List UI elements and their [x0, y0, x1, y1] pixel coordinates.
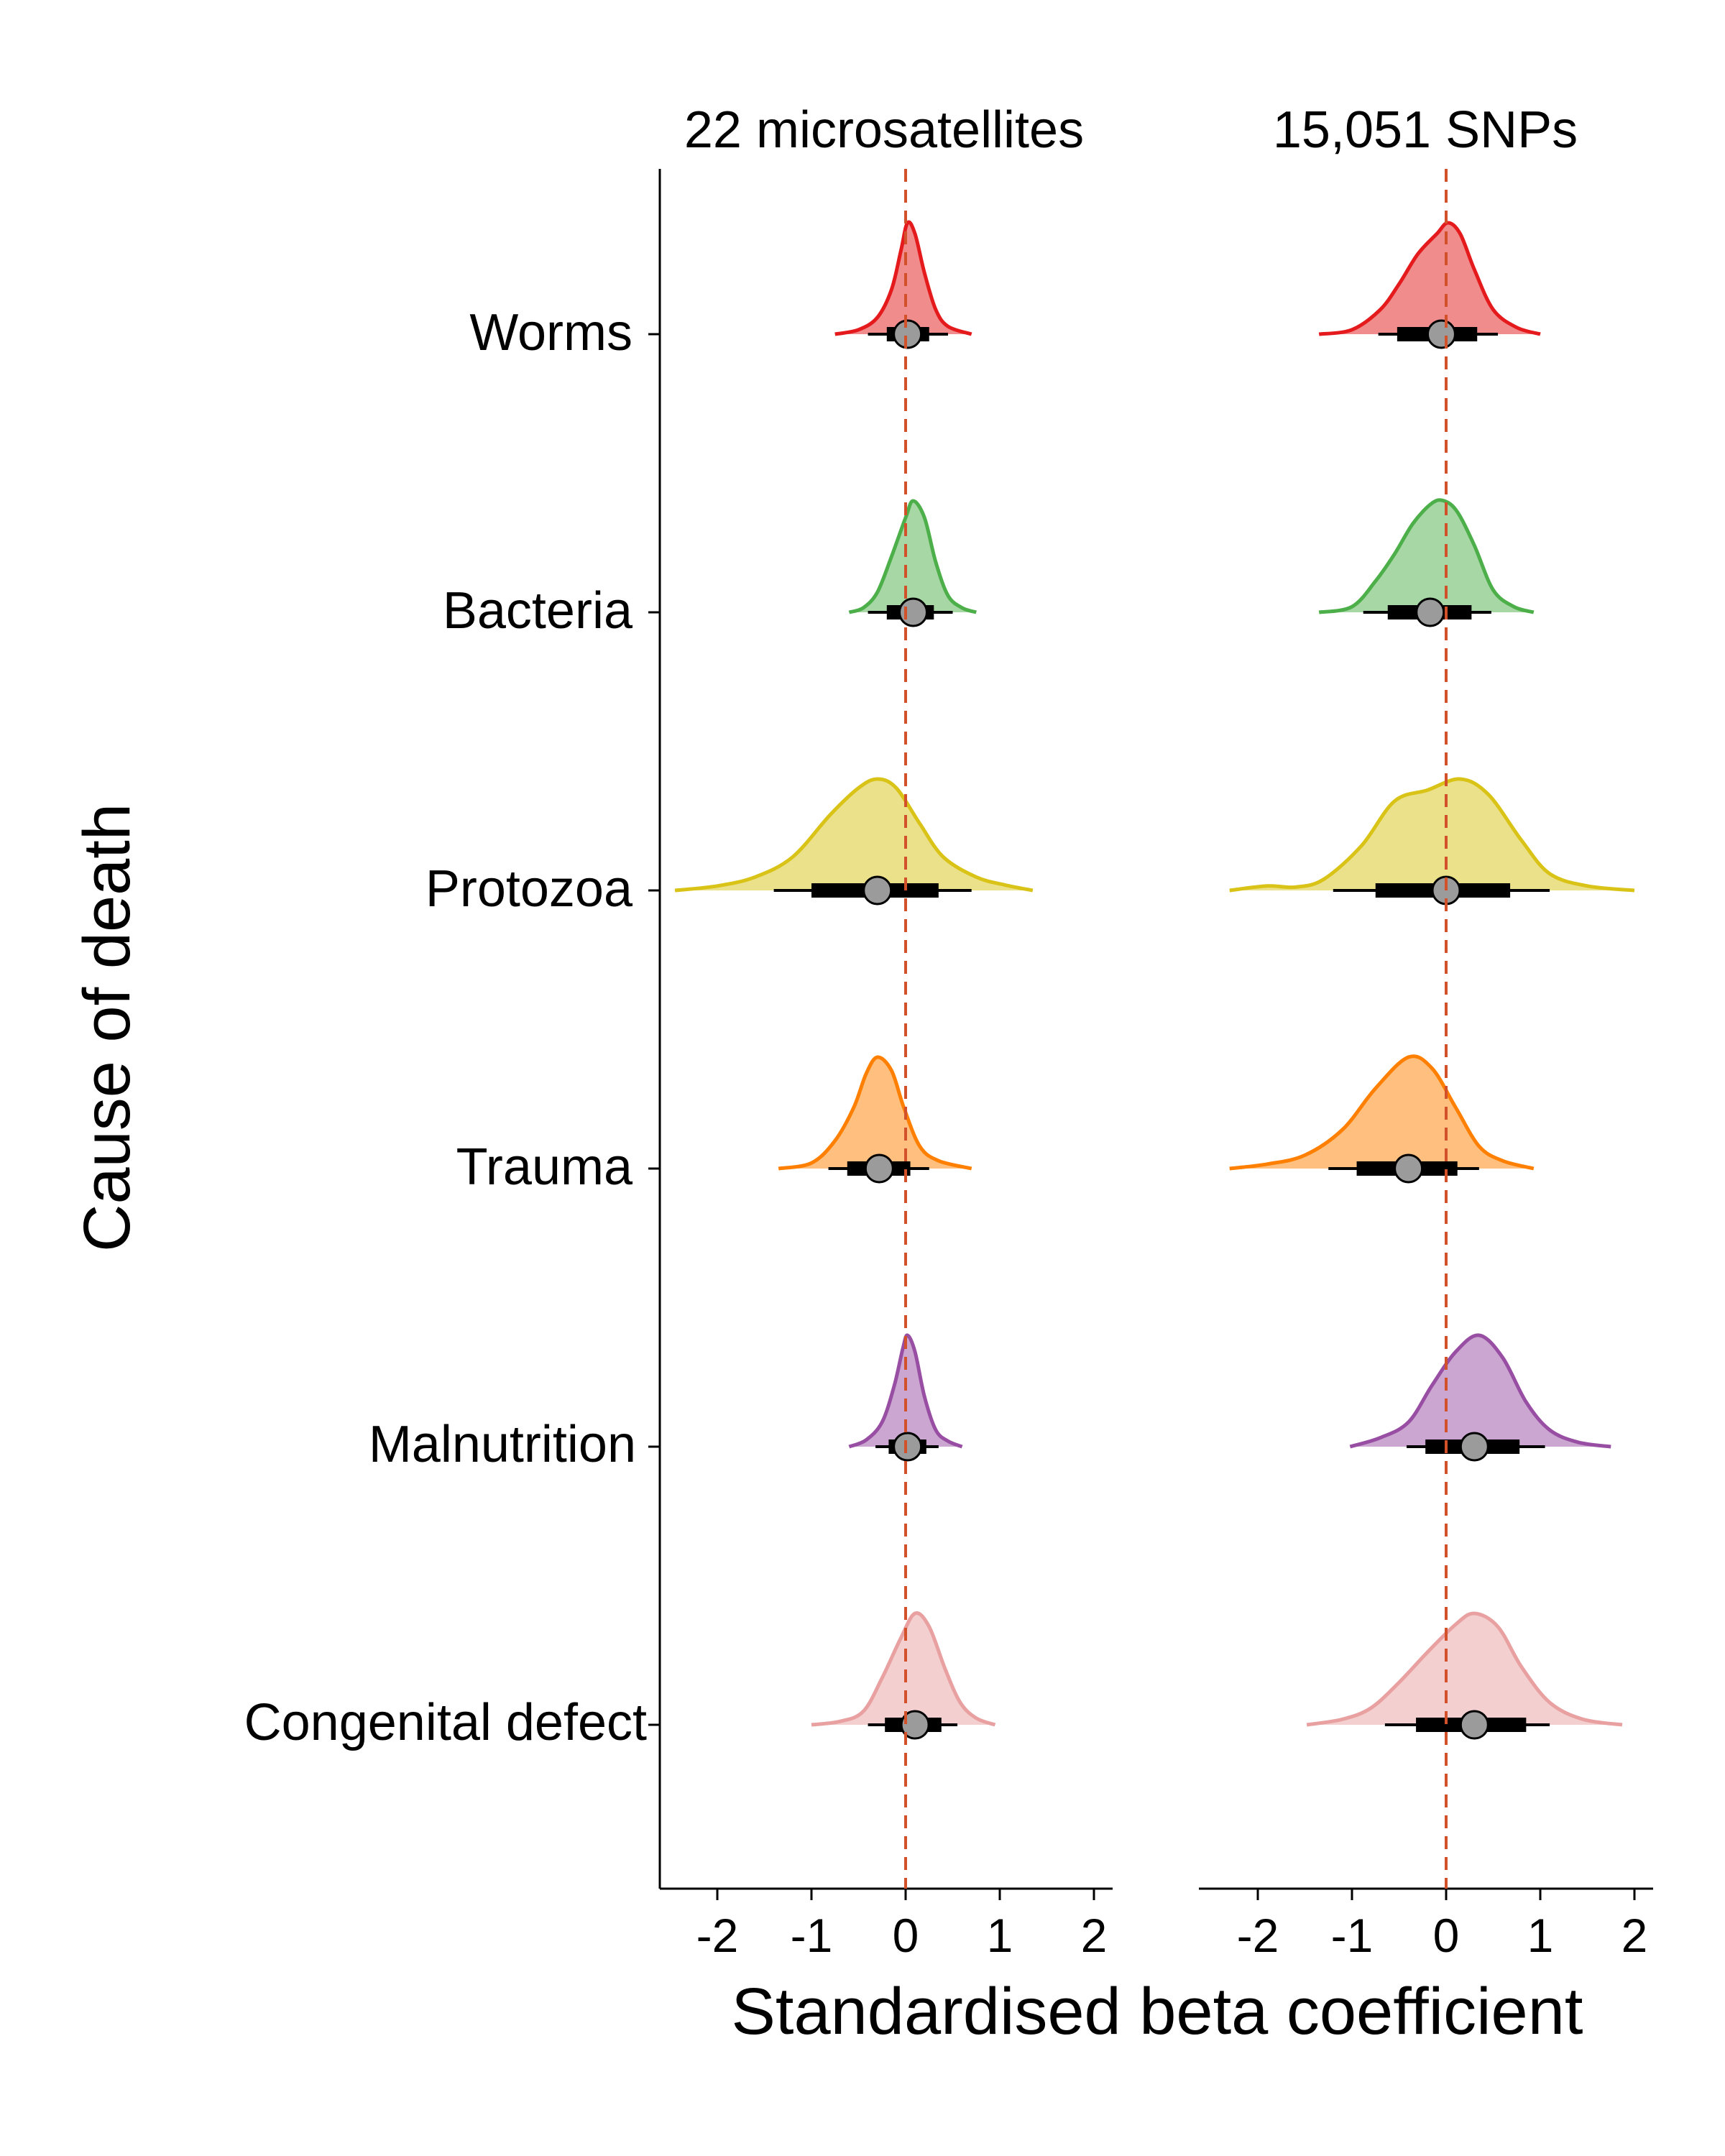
violin-outline: [674, 777, 1034, 893]
panel-microsatellites: 22 microsatellites -2 -1 0 1 2: [648, 101, 1113, 1962]
violin-outline: [848, 1333, 963, 1449]
violin-fill: [1307, 1613, 1622, 1725]
violin-malnutrition: [848, 1333, 963, 1462]
median-point: [898, 597, 928, 627]
violin-outline: [848, 499, 977, 614]
median-point: [893, 319, 923, 349]
category-labels: Worms Bacteria Protozoa Trauma Malnutrit…: [244, 304, 647, 1751]
violin-trauma: [778, 1055, 972, 1184]
median-point: [864, 1153, 894, 1184]
violin-fill: [1229, 778, 1634, 890]
category-label-worms: Worms: [469, 304, 632, 361]
x-tick-label: 0: [893, 1909, 919, 1962]
x-tick-label: -2: [696, 1909, 739, 1962]
violin-fill: [834, 221, 972, 334]
category-label-trauma: Trauma: [456, 1138, 633, 1196]
x-axis-title: Standardised beta coefficient: [732, 1975, 1583, 2048]
x-tick-label: 1: [987, 1909, 1013, 1962]
y-axis-title: Cause of death: [70, 803, 144, 1252]
x-tick-label: 2: [1081, 1909, 1108, 1962]
panel-snps: 15,051 SNPs -2 -1 0 1 2: [1199, 101, 1653, 1962]
violin-outline: [1318, 498, 1535, 614]
violin-fill: [675, 779, 1033, 890]
violin-fill: [1350, 1335, 1611, 1447]
median-point: [1415, 597, 1445, 627]
panel-title: 22 microsatellites: [684, 101, 1084, 159]
violin-fill: [778, 1056, 972, 1169]
median-point: [1459, 1710, 1489, 1740]
violin-outline: [1229, 777, 1635, 893]
violin-outline: [1229, 1054, 1535, 1171]
violin-outline: [811, 1611, 996, 1727]
median-point: [1459, 1432, 1489, 1462]
category-label-congenital-defect: Congenital defect: [244, 1694, 647, 1751]
violin-fill: [849, 501, 977, 612]
violin-outline: [834, 220, 972, 336]
violin-worms: [1318, 221, 1541, 349]
x-tick-label: -2: [1237, 1909, 1279, 1962]
panel-title: 15,051 SNPs: [1273, 101, 1578, 159]
violin-congenital-defect: [811, 1611, 996, 1740]
violin-protozoa: [674, 777, 1034, 906]
violin-fill: [1229, 1056, 1534, 1169]
category-label-protozoa: Protozoa: [426, 860, 633, 918]
violin-outline: [778, 1055, 972, 1171]
violin-congenital-defect: [1306, 1611, 1623, 1740]
category-label-malnutrition: Malnutrition: [369, 1416, 636, 1473]
category-label-bacteria: Bacteria: [443, 582, 633, 640]
x-tick-label: 2: [1622, 1909, 1648, 1962]
median-point: [900, 1710, 930, 1740]
median-point: [893, 1432, 923, 1462]
violin-outline: [1349, 1333, 1611, 1449]
median-point: [1426, 319, 1456, 349]
violin-outline: [1318, 221, 1541, 336]
violin-fill: [811, 1613, 995, 1725]
violin-bacteria: [848, 499, 977, 627]
x-tick-label: -1: [1331, 1909, 1374, 1962]
violin-fill: [1319, 223, 1540, 334]
violin-fill: [849, 1335, 962, 1447]
violin-outline: [1306, 1611, 1623, 1727]
x-tick-label: -1: [791, 1909, 833, 1962]
violin-malnutrition: [1349, 1333, 1611, 1462]
violin-bacteria: [1318, 498, 1535, 627]
violin-trauma: [1229, 1054, 1535, 1184]
x-tick-label: 1: [1527, 1909, 1554, 1962]
median-point: [862, 875, 893, 906]
violin-worms: [834, 220, 972, 349]
x-tick-label: 0: [1433, 1909, 1460, 1962]
median-point: [1394, 1153, 1424, 1184]
violin-protozoa: [1229, 777, 1635, 906]
violin-fill: [1319, 499, 1534, 612]
